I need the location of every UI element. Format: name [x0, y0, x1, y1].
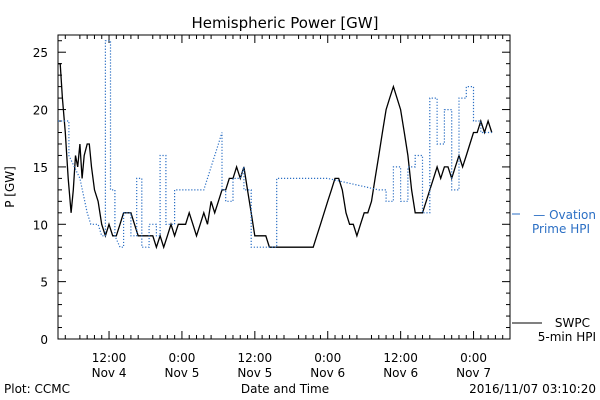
x-tick-date-label: Nov 7 [456, 366, 491, 380]
x-tick-date-label: Nov 5 [237, 366, 272, 380]
x-tick-time-label: 0:00 [460, 351, 487, 365]
y-tick-label: 25 [33, 46, 48, 60]
x-tick-time-label: 12:00 [383, 351, 418, 365]
x-tick-date-label: Nov 6 [383, 366, 418, 380]
x-tick-time-label: 0:00 [168, 351, 195, 365]
y-tick-label: 10 [33, 218, 48, 232]
y-tick-label: 5 [40, 276, 48, 290]
x-tick-time-label: 12:00 [92, 351, 127, 365]
legend-ovation-label-2: Prime HPI [532, 222, 590, 236]
y-tick-label: 0 [40, 333, 48, 347]
x-tick-date-label: Nov 4 [92, 366, 127, 380]
y-axis: 0 5 10 15 20 25 [33, 40, 510, 347]
x-tick-time-label: 12:00 [238, 351, 273, 365]
y-tick-label: 15 [33, 161, 48, 175]
y-tick-label: 20 [33, 104, 48, 118]
x-tick-date-label: Nov 5 [164, 366, 199, 380]
legend-ovation-label-1: — Ovation [533, 208, 596, 222]
x-tick-time-label: 0:00 [314, 351, 341, 365]
y-axis-label: P [GW] [3, 166, 17, 208]
legend-swpc-label-1: SWPC [555, 316, 590, 330]
footer-plot-source: Plot: CCMC [4, 382, 70, 396]
series-swpc-line [58, 63, 493, 250]
plot-frame [57, 34, 511, 340]
x-tick-date-label: Nov 6 [310, 366, 345, 380]
x-axis-label: Date and Time [241, 382, 329, 396]
chart-title: Hemispheric Power [GW] [192, 14, 379, 32]
series-group [58, 40, 493, 250]
legend-swpc-label-2: 5-min HPI [538, 330, 596, 344]
footer-timestamp: 2016/11/07 03:10:20 [469, 382, 596, 396]
